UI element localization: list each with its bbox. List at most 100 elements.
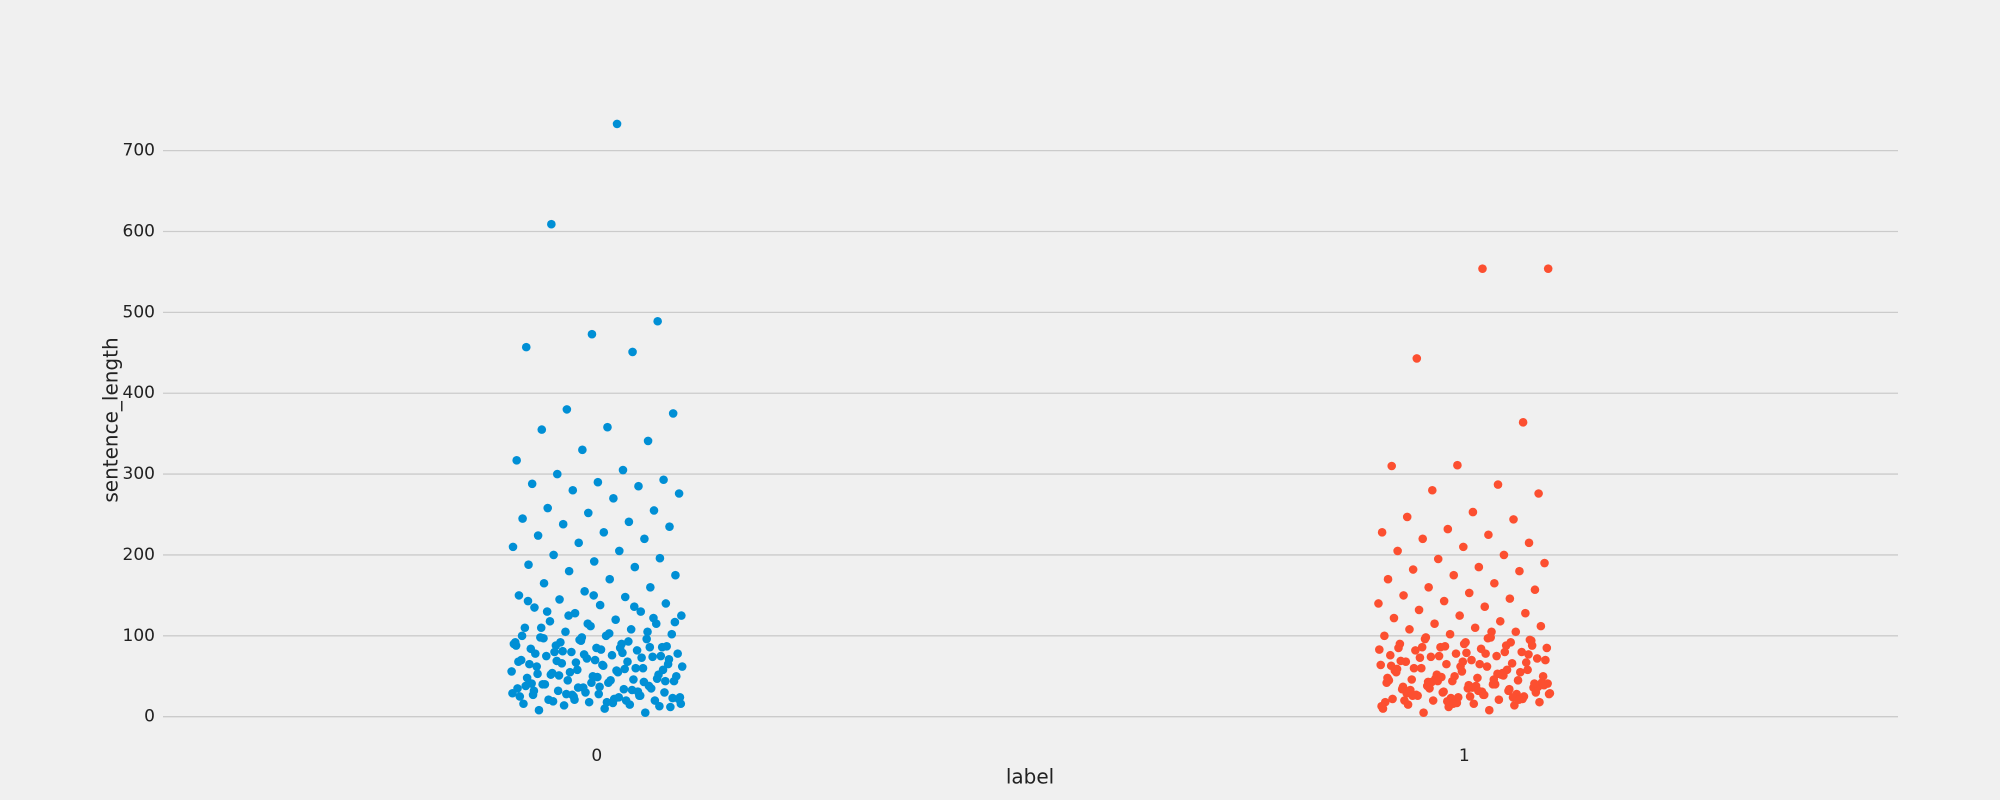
point [653,316,662,326]
point [1515,566,1524,576]
point [1433,676,1442,686]
point [640,708,650,717]
point [662,642,672,651]
point [1445,629,1455,639]
point [1509,515,1518,524]
x-axis-title: label [1006,765,1054,789]
point [664,654,674,664]
point [568,485,578,495]
point [1535,697,1544,707]
point [1392,664,1402,674]
point [512,456,521,465]
point [527,479,537,489]
point [533,669,542,679]
point [580,587,589,596]
point [1499,550,1509,560]
point [1484,530,1493,540]
point [1521,658,1531,667]
point [1473,673,1482,683]
point [1374,599,1383,608]
point [536,623,546,633]
point [564,566,574,576]
point [1383,673,1392,683]
point [1494,695,1504,705]
point [590,655,600,665]
point [638,663,648,673]
point [514,657,523,667]
point [1377,528,1387,537]
point [645,642,655,652]
point [1388,694,1397,704]
point [1407,675,1417,684]
point [677,662,687,671]
x-tick-label: 0 [591,746,602,766]
point [1545,688,1555,698]
point [1375,645,1384,654]
point [1518,418,1528,427]
point [1470,623,1480,633]
y-axis-title: sentence_length [99,337,123,502]
point [1408,565,1418,574]
point [1541,655,1550,665]
point [549,550,558,560]
point [605,574,615,584]
point [649,613,658,623]
point [1511,627,1521,637]
point [1505,684,1514,694]
point [1474,562,1484,572]
point [1433,554,1443,564]
point [1389,613,1399,623]
point [1402,512,1412,522]
point [1417,642,1427,652]
point [624,517,634,527]
point [589,591,598,600]
point [637,653,646,662]
point [567,647,576,657]
point [574,538,584,548]
point [573,665,582,675]
point [1469,699,1479,709]
point [533,531,543,540]
point [618,465,628,475]
point [604,629,614,638]
point [596,645,606,654]
point [1418,534,1428,544]
point [541,651,551,661]
point [577,633,587,642]
point [603,422,612,432]
point [1507,659,1517,668]
point [1419,708,1428,717]
point [554,671,564,680]
point [619,684,629,694]
point [1426,652,1436,662]
point [612,119,622,129]
point [655,701,664,711]
point [1380,631,1389,641]
point [523,596,533,606]
point [626,625,636,634]
point [608,698,618,708]
point [665,522,674,531]
point [558,519,568,529]
point [539,578,549,588]
point [524,560,533,569]
point [537,425,547,434]
point [1516,667,1525,677]
point [534,705,544,715]
point [529,686,539,696]
point [1475,659,1484,669]
point [1400,696,1409,705]
point [640,534,649,544]
point [649,506,659,515]
point [658,665,668,675]
point [1464,680,1474,690]
point [1524,538,1534,548]
point [1523,665,1532,675]
point [583,508,593,518]
point [573,683,583,692]
point [517,631,527,641]
point [1408,691,1417,700]
point [1513,676,1523,685]
point [1538,671,1548,681]
point [646,583,655,592]
